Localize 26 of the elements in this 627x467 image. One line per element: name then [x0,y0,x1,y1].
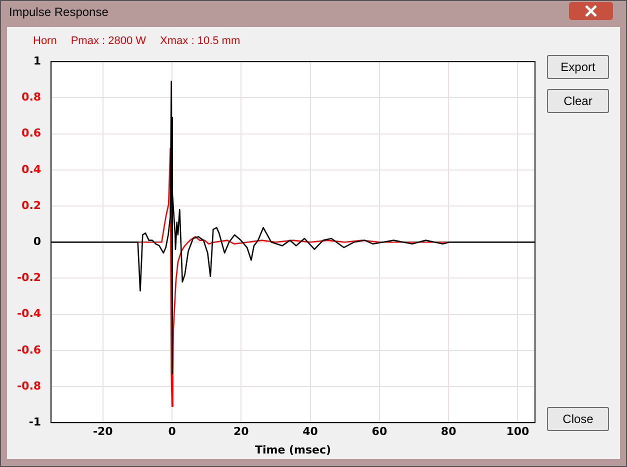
x-tick-label: -20 [92,425,114,438]
x-tick-label: 20 [234,425,250,438]
y-tick-label: -0.2 [16,271,42,284]
y-tick-label: 0.4 [22,162,42,176]
text: Close [547,407,609,431]
text: Clear [547,89,609,113]
y-tick-label: -0.4 [16,307,42,320]
x-tick-label: 100 [506,425,530,438]
x-axis-title: Time (msec) [254,443,332,456]
text: Pmax : 2800 W [70,35,146,47]
text: Horn [33,35,57,47]
chart-title: Impulse Response [9,5,108,19]
y-tick-label: 0.6 [22,126,42,140]
x-tick-label: 60 [372,425,388,438]
x-tick-label: 0 [168,425,176,438]
y-tick-label: -0.8 [16,379,42,392]
y-tick-label: 0.2 [22,198,42,212]
text: Xmax : 10.5 mm [160,35,240,47]
x-tick-label: 40 [302,425,318,438]
y-tick-label: -0.6 [16,343,42,356]
y-tick-label: -1 [28,415,42,428]
y-tick-label: 0.8 [22,90,42,104]
x-tick-label: 80 [440,425,457,438]
text: Export [547,55,609,79]
y-tick-label: 1 [33,54,42,68]
y-tick-label: 0 [33,234,42,248]
